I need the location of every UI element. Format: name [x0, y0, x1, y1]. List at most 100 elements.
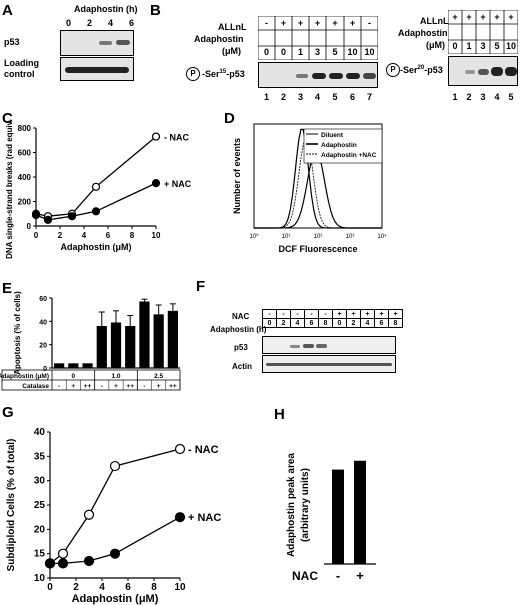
panel-f-header: - - - - - + + + + + 0 2 4 6 8 0 2 4 6 8 — [262, 309, 403, 328]
data-point — [174, 443, 186, 455]
panel-a-loading-label: Loading control — [4, 58, 39, 79]
panel-f-actin-blot — [262, 355, 396, 373]
data-point — [31, 210, 41, 220]
y-tick-label: 200 — [18, 198, 32, 207]
adaph-row: 0 1 3 5 10 — [448, 41, 518, 51]
table-row-label: Catalase — [22, 383, 49, 390]
y-tick-label: 25 — [34, 500, 46, 511]
panel-a-p53-blot — [60, 30, 134, 56]
band — [296, 74, 308, 78]
series-label: - NAC — [188, 444, 219, 456]
lane-number: 1 — [263, 92, 269, 102]
y-tick-label: 40 — [34, 427, 46, 438]
y-tick-label: 800 — [18, 124, 32, 133]
x-tick-label: 2 — [58, 231, 63, 240]
y-axis-label: DNA single-strand breaks (rad equivalent… — [5, 120, 14, 259]
x-tick-label: 2 — [73, 582, 79, 593]
panel-h-chart: Adaphostin peak area (arbitrary units) - + N… — [286, 453, 376, 583]
hour-cell: 8 — [388, 318, 403, 328]
allnl-cell: + — [314, 18, 321, 28]
hour-cell: 0 — [262, 318, 277, 328]
adaph-cell: 0 — [452, 41, 458, 51]
panel-b1-lanes: 1 2 3 4 5 6 7 — [258, 92, 378, 102]
panel-label-c: C — [2, 110, 13, 127]
panel-b2-unit-label: (μM) — [426, 40, 445, 50]
table-cell: 0 — [72, 373, 76, 380]
table-cell: ++ — [126, 383, 134, 390]
allnl-row: - + + + + + - — [258, 18, 378, 28]
bar — [139, 301, 150, 368]
data-point — [109, 548, 121, 559]
y-axis-label: Number of events — [232, 138, 242, 214]
allnl-cell: + — [280, 18, 287, 28]
lane-number: 7 — [366, 92, 372, 102]
allnl-row: + + + + + — [448, 12, 518, 22]
series-label: + NAC — [188, 512, 221, 524]
x-tick-label: 0 — [34, 231, 39, 240]
table-cell: - — [143, 383, 145, 390]
panel-label-h: H — [274, 406, 285, 423]
x-tick-label: 10⁴ — [377, 233, 387, 240]
panel-a-loading-blot — [60, 57, 134, 81]
panel-f-adaph-label: Adaphostin (h) — [210, 325, 267, 334]
x-tick-label: 8 — [130, 231, 135, 240]
allnl-cell: + — [349, 18, 356, 28]
y-axis-label: Subdiploid Cells (% of total) — [6, 439, 17, 572]
legend-box — [303, 128, 383, 164]
panel-label-e: E — [2, 280, 13, 297]
data-point — [83, 555, 95, 567]
panel-b1-unit-label: (μM) — [222, 46, 241, 56]
band — [303, 344, 314, 348]
x-axis-label: Adaphostin (μM) — [61, 242, 132, 252]
band — [266, 363, 392, 366]
allnl-cell: + — [452, 12, 458, 22]
band — [465, 70, 475, 74]
category-label: - — [336, 568, 340, 583]
x-axis-label: DCF Fluorescence — [278, 244, 357, 254]
table-row-label: Adaphostin (μM) — [0, 373, 49, 380]
table-cell: - — [58, 383, 60, 390]
adaph-row: 0 0 1 3 5 10 10 — [258, 47, 378, 57]
bar — [68, 363, 79, 368]
band — [290, 345, 300, 348]
x-prefix-label: NAC — [292, 569, 318, 583]
data-point — [57, 548, 69, 559]
x-tick-label: 10⁰ — [249, 233, 259, 240]
allnl-cell: + — [297, 18, 304, 28]
nac-cell: + — [346, 309, 361, 319]
table-cell: 1.0 — [111, 373, 120, 380]
table-cell: 2.5 — [154, 373, 163, 380]
lane-number: 5 — [332, 92, 338, 102]
hour-cell: 4 — [360, 318, 375, 328]
nac-cell: - — [276, 309, 291, 319]
panel-label-f: F — [196, 278, 206, 295]
x-tick-label: 6 — [106, 231, 111, 240]
bar — [110, 322, 122, 368]
allnl-cell: + — [332, 18, 338, 28]
data-point — [91, 207, 101, 216]
y-tick-label: 0 — [43, 366, 47, 373]
y-tick-label: 400 — [18, 173, 32, 182]
series-line — [35, 136, 157, 217]
histogram-adaphostin-nac — [254, 138, 382, 229]
panel-b2-lanes: 1 2 3 4 5 — [448, 92, 518, 102]
lane-number: 5 — [508, 92, 514, 102]
data-point — [43, 215, 53, 224]
panel-c-chart: 0 2 4 6 8 10 0 200 400 600 800 Adaphostin (μM) DNA s… — [5, 120, 192, 259]
bar — [96, 326, 107, 368]
nac-cell: - — [290, 309, 305, 319]
time-label: 0 — [66, 18, 72, 28]
lane-number: 1 — [452, 92, 458, 102]
series-label: - NAC — [164, 133, 189, 143]
allnl-cell: + — [480, 12, 486, 22]
nac-cell: - — [262, 309, 277, 319]
panel-b2-blot — [448, 56, 518, 86]
data-point — [67, 212, 77, 221]
bar — [354, 460, 366, 564]
y-tick-label: 35 — [34, 451, 46, 462]
panel-d-chart: 10⁰ 10¹ 10² 10³ 10⁴ DCF Fluorescence Number of… — [232, 123, 387, 254]
panel-b1-blot-label: -Ser15-p53 — [202, 69, 245, 79]
table-cell: + — [114, 383, 118, 390]
panel-a-time-labels: 0 2 4 6 — [66, 18, 134, 28]
data-point — [151, 179, 161, 188]
